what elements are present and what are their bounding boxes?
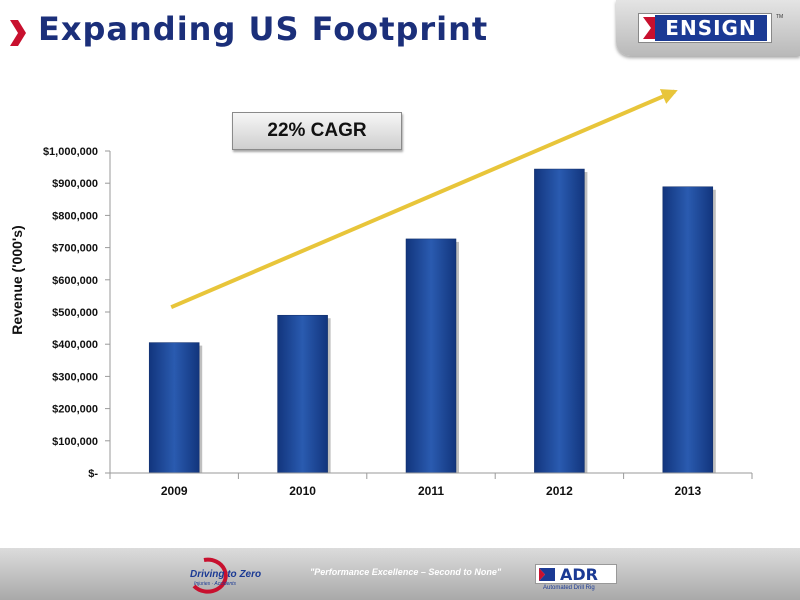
x-tick-label: 2011: [418, 484, 444, 498]
bar: [662, 186, 714, 474]
adr-logo-box: ADR: [535, 564, 617, 584]
adr-flag-icon: [539, 568, 555, 581]
adr-logo: ADR Automated Drill Rig: [535, 564, 617, 594]
driving-to-zero-swoosh-icon: [192, 557, 228, 594]
bar: [148, 342, 200, 474]
y-tick-label: $200,000: [52, 404, 98, 416]
driving-to-zero-text: Driving to Zero: [190, 569, 262, 580]
ensign-logo-box: ENSIGN: [638, 13, 772, 43]
ensign-logo-text: ENSIGN: [655, 15, 767, 41]
bar: [405, 238, 457, 474]
x-tick-label: 2013: [674, 484, 701, 498]
y-axis-title: Revenue ('000's): [9, 225, 25, 335]
y-tick-label: $300,000: [52, 371, 98, 383]
x-tick-label: 2012: [546, 484, 573, 498]
y-tick-label: $800,000: [52, 210, 98, 222]
adr-logo-text: ADR: [560, 565, 598, 584]
driving-to-zero-logo: Driving to Zero Injuries · Accidents: [184, 556, 262, 594]
chevron-right-icon: [10, 20, 26, 46]
y-tick-label: $-: [88, 468, 98, 480]
y-tick-label: $600,000: [52, 275, 98, 287]
trademark-mark: TM: [776, 14, 784, 20]
y-tick-label: $500,000: [52, 307, 98, 319]
y-tick-label: $1,000,000: [43, 146, 98, 158]
trend-arrow: [170, 89, 678, 310]
ensign-logo: ENSIGN TM: [616, 0, 800, 56]
x-tick-label: 2009: [161, 484, 188, 498]
footer-bar: Driving to Zero Injuries · Accidents "Pe…: [0, 548, 800, 600]
x-tick-label: 2010: [289, 484, 316, 498]
page-title: Expanding US Footprint: [38, 10, 489, 48]
y-tick-label: $700,000: [52, 243, 98, 255]
y-tick-label: $400,000: [52, 339, 98, 351]
bar: [534, 168, 585, 474]
footer-tagline: "Performance Excellence – Second to None…: [310, 567, 502, 577]
adr-subtext: Automated Drill Rig: [543, 585, 595, 591]
bar: [277, 314, 328, 474]
y-tick-label: $100,000: [52, 436, 98, 448]
cagr-callout: 22% CAGR: [232, 112, 402, 150]
y-tick-label: $900,000: [52, 178, 98, 190]
driving-to-zero-subtext: Injuries · Accidents: [194, 581, 237, 587]
ensign-flag-icon: [643, 17, 655, 39]
